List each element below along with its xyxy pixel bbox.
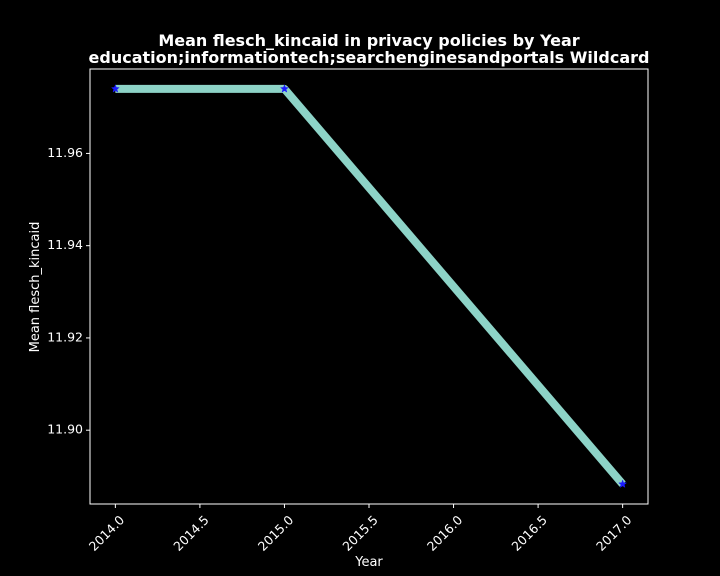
x-tick-label: 2017.0 bbox=[593, 512, 635, 554]
data-point-marker bbox=[279, 84, 289, 93]
x-axis-ticks: 2014.0 2014.5 2015.0 2015.5 2016.0 2016.5 2017… bbox=[86, 504, 635, 554]
y-tick-label: 11.94 bbox=[47, 237, 83, 252]
x-tick-label: 2016.0 bbox=[424, 512, 466, 554]
x-tick-label: 2015.5 bbox=[339, 512, 381, 554]
x-tick-label: 2014.5 bbox=[170, 512, 212, 554]
plot-area bbox=[89, 68, 649, 505]
data-point-marker bbox=[618, 479, 628, 488]
x-tick-label: 2014.0 bbox=[86, 512, 128, 554]
x-axis-label: Year bbox=[354, 555, 383, 570]
series-line bbox=[115, 84, 626, 487]
chart-title-line-2: education;informationtech;searchenginesa… bbox=[89, 48, 650, 67]
chart-title-line-1: Mean flesch_kincaid in privacy policies … bbox=[158, 31, 579, 50]
x-tick-label: 2015.0 bbox=[255, 512, 297, 554]
series-layer bbox=[110, 84, 628, 488]
y-tick-label: 11.92 bbox=[47, 329, 83, 344]
y-tick-label: 11.90 bbox=[47, 422, 83, 437]
y-axis-label: Mean flesch_kincaid bbox=[28, 222, 43, 353]
y-tick-label: 11.96 bbox=[47, 145, 83, 160]
x-tick-label: 2016.5 bbox=[508, 512, 550, 554]
data-point-marker bbox=[110, 84, 120, 93]
y-axis-ticks: 11.90 11.92 11.94 11.96 bbox=[47, 145, 90, 437]
